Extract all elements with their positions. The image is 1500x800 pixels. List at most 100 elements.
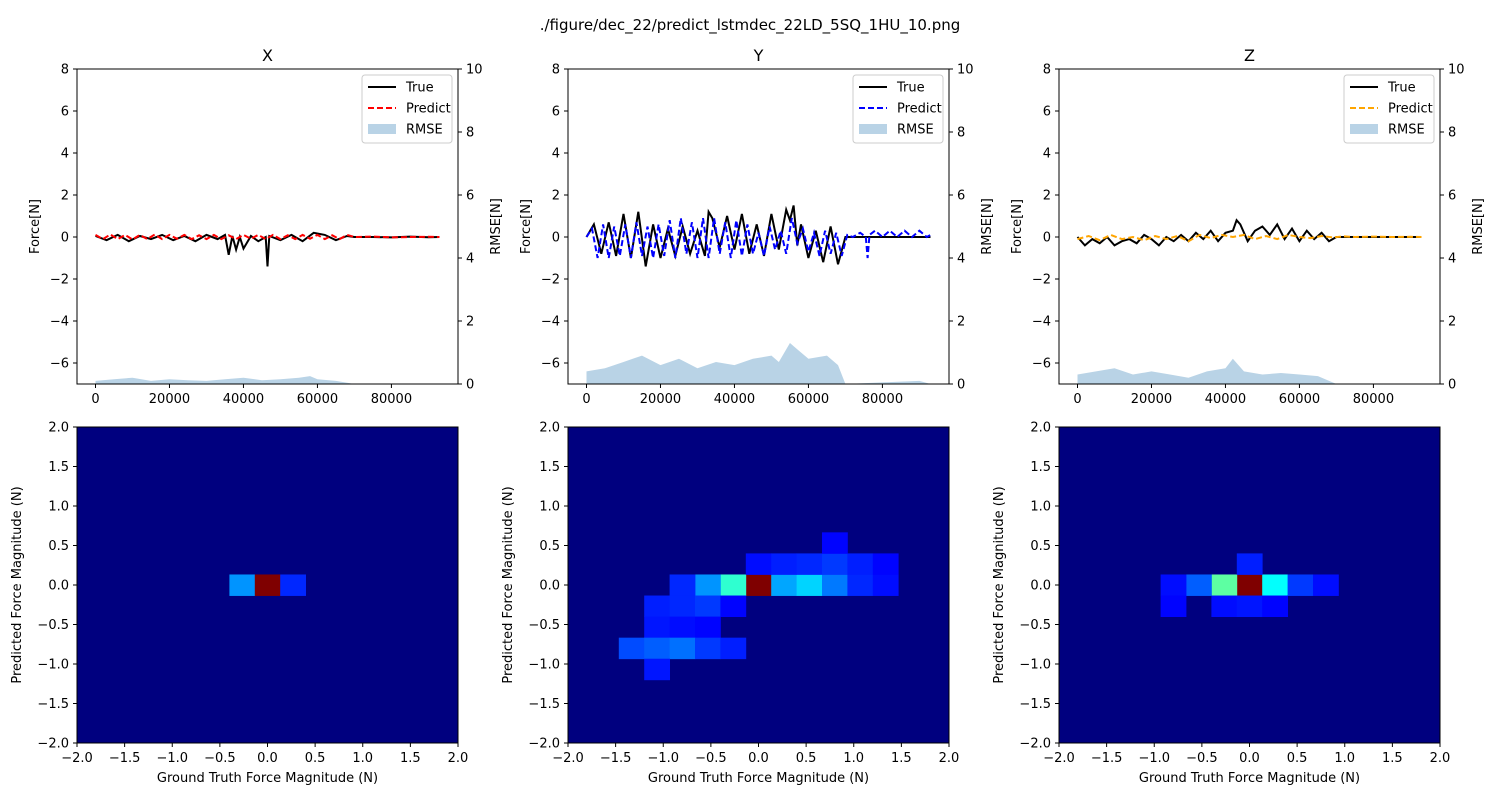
series-line-true [1076, 218, 1422, 247]
y-right-tick-label: 10 [1448, 63, 1465, 78]
y-right-tick-label: 8 [1448, 126, 1456, 141]
y-tick-label: 4 [552, 147, 560, 162]
y-tick-label: −2 [541, 273, 560, 288]
axes-frame [1058, 68, 1441, 385]
legend: True Predict RMSE [852, 74, 944, 144]
x-tick-label: 20000 [640, 392, 681, 407]
y-right-tick-label: 2 [957, 315, 965, 330]
x-axis-label: Ground Truth Force Magnitude (N) [1139, 771, 1360, 786]
x-tick-label: −1.5 [1091, 751, 1123, 766]
heatmap-cell [254, 574, 281, 596]
heatmap-cell [669, 616, 696, 639]
y-right-tick-label: 10 [957, 63, 974, 78]
y-right-tick-label: 4 [957, 252, 965, 267]
legend-label: True [405, 81, 434, 96]
y-tick-label: −2.0 [1019, 737, 1051, 752]
rmse-area [586, 343, 931, 384]
x-tick-label: 0.0 [1239, 751, 1260, 766]
heatmap-cell [872, 574, 899, 596]
heatmap-cell [1236, 553, 1263, 575]
heatmap-cell [771, 574, 797, 596]
y-tick-label: −6 [1032, 357, 1051, 372]
y-tick-label: 0.5 [539, 539, 560, 554]
heatmap-1: −2.0 −1.5 −1.0 −0.5 0.0 0.5 1.0 1.5 2.0−2.0−1.5−… [501, 421, 959, 787]
y-tick-label: 0 [552, 231, 560, 246]
x-tick-label: 60000 [1279, 392, 1320, 407]
x-tick-label: −0.5 [204, 751, 236, 766]
x-tick-label: 0.0 [257, 751, 278, 766]
x-tick-label: 60000 [297, 392, 338, 407]
x-tick-label: −0.5 [695, 751, 727, 766]
heatmap-cell [695, 574, 721, 596]
x-tick-label: 40000 [223, 392, 264, 407]
heatmap-cell [1262, 595, 1288, 617]
y-tick-label: −0.5 [1019, 618, 1051, 633]
line-chart-y: Y 0 20000 40000 60000 80000 −6 −4 −2 0 2 4 6 8 0 2 4 6 8 10… [519, 46, 995, 407]
x-tick-label: 20000 [1131, 392, 1172, 407]
legend-label: True [896, 81, 925, 96]
x-tick-label: 80000 [371, 392, 412, 407]
y-tick-label: 4 [61, 147, 69, 162]
y-tick-label: 6 [1043, 105, 1051, 120]
heatmap-cell [822, 553, 848, 575]
y-tick-label: 0 [1043, 231, 1051, 246]
y-right-tick-label: 8 [466, 126, 474, 141]
x-tick-label: −1.5 [600, 751, 632, 766]
y-axis-label: Force[N] [28, 199, 43, 254]
heatmap-cell [644, 616, 670, 639]
y-right-tick-label: 2 [466, 315, 474, 330]
heatmap-cell [618, 637, 645, 660]
heatmap-cell [1211, 574, 1238, 596]
y-tick-label: 1.0 [539, 500, 560, 515]
heatmap-cell [872, 553, 899, 575]
x-tick-label: −1.5 [109, 751, 141, 766]
heatmap-cell [720, 595, 747, 617]
y-right-tick-label: 2 [1448, 315, 1456, 330]
x-tick-label: 40000 [1205, 392, 1246, 407]
y-tick-label: −1.0 [37, 658, 69, 673]
heatmap-cell [847, 553, 874, 575]
x-tick-label: 2.0 [448, 751, 469, 766]
x-tick-label: 0 [91, 392, 99, 407]
legend-label: Predict [1388, 102, 1433, 117]
heatmap-cell [771, 553, 797, 575]
y-tick-label: −2 [50, 273, 69, 288]
x-tick-label: 20000 [149, 392, 190, 407]
y-tick-label: −2.0 [528, 737, 560, 752]
y-axis-label: Predicted Force Magnitude (N) [10, 486, 25, 683]
x-tick-label: −2.0 [61, 751, 93, 766]
x-tick-label: 1.5 [1382, 751, 1403, 766]
y-right-tick-label: 4 [1448, 252, 1456, 267]
x-tick-label: 1.5 [891, 751, 912, 766]
heatmap-cell [822, 532, 848, 554]
figure-title: ./figure/dec_22/predict_lstmdec_22LD_5SQ… [540, 16, 961, 35]
y-right-tick-label: 8 [957, 126, 965, 141]
legend-swatch-rmse [1350, 124, 1378, 134]
legend-label: True [1387, 81, 1416, 96]
heatmap-cell [644, 658, 670, 681]
y-tick-label: 0.0 [48, 579, 69, 594]
heatmap-cell [695, 637, 721, 660]
x-tick-label: −2.0 [552, 751, 584, 766]
y-tick-label: −2.0 [37, 737, 69, 752]
y-tick-label: 8 [61, 63, 69, 78]
x-tick-label: 1.0 [843, 751, 864, 766]
heatmap-cell [280, 574, 306, 596]
y-tick-label: 2 [1043, 189, 1051, 204]
y-tick-label: −1.5 [37, 697, 69, 712]
y-tick-label: 0.0 [1030, 579, 1051, 594]
x-tick-label: −1.0 [156, 751, 188, 766]
heatmap-cell [669, 574, 696, 596]
heatmap-cell [1186, 574, 1212, 596]
y-tick-label: 8 [1043, 63, 1051, 78]
legend: True Predict RMSE [1343, 74, 1435, 144]
heatmap-cell [796, 574, 823, 596]
y-tick-label: 6 [552, 105, 560, 120]
heatmap-cell [1287, 574, 1314, 596]
axes-frame [567, 68, 950, 385]
y-tick-label: 4 [1043, 147, 1051, 162]
y-tick-label: 2.0 [1030, 421, 1051, 436]
heatmap-cell [1262, 574, 1288, 596]
x-tick-label: 1.0 [1334, 751, 1355, 766]
